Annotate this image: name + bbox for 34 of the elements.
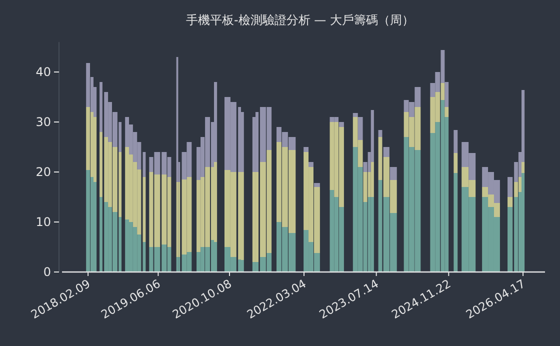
bar [330,117,334,122]
bar [196,180,200,252]
bar [308,162,314,167]
y-tick-label: 30 [36,115,51,129]
chart-title: 手機平板-檢測驗證分析 — 大戶籌碼（周） [186,13,414,27]
bar [252,262,256,272]
bar [330,190,334,272]
bar [240,172,244,260]
bar [86,170,90,272]
y-tick-label: 40 [36,65,51,79]
bar [214,242,218,272]
bar [125,147,130,220]
bar [454,130,458,153]
bar [370,197,374,272]
bar [522,162,525,173]
bar [240,260,244,272]
bar [304,147,309,152]
bar [334,117,338,122]
bar [444,107,449,117]
y-tick-label: 20 [36,165,51,179]
bar [370,162,374,197]
y-tick-label: 0 [43,265,51,279]
bar [338,122,344,127]
bar [358,117,363,140]
bar [214,162,218,242]
bar [252,172,256,262]
bar [454,173,458,272]
bar [125,220,130,272]
bar [508,197,513,207]
bar [363,172,368,202]
bar [522,173,525,272]
bar [352,113,358,117]
y-tick-label: 10 [36,215,51,229]
bar [454,153,458,173]
